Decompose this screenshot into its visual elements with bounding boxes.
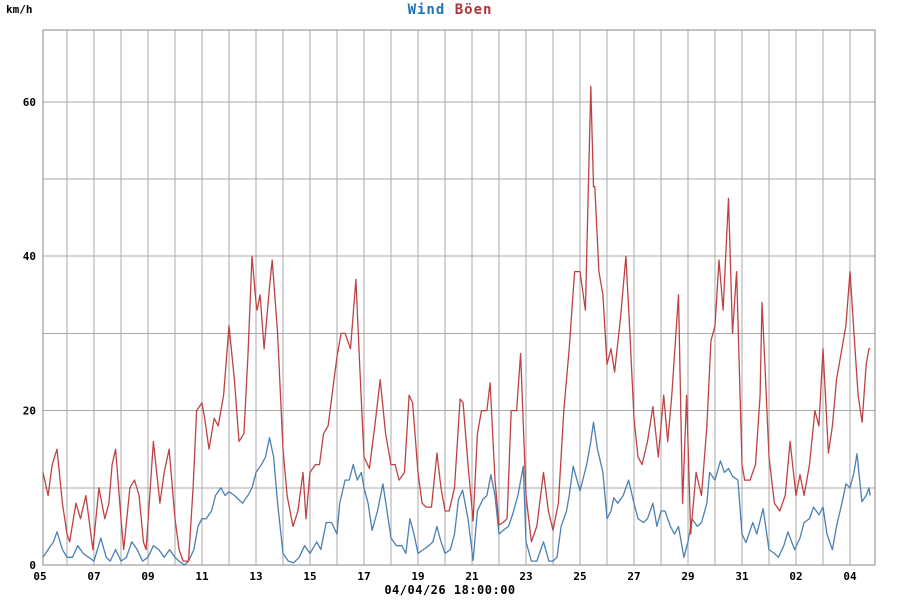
x-tick-label: 04 [843,570,857,583]
y-axis-unit-label: km/h [6,3,33,16]
x-tick-label: 25 [573,570,586,583]
x-tick-label: 21 [465,570,479,583]
x-tick-label: 27 [627,570,640,583]
x-tick-label: 29 [681,570,694,583]
chart-title: Wind Böen [0,2,900,18]
last-sample-timestamp: 04/04/26 18:00:00 [384,583,516,597]
x-tick-label: 07 [87,570,100,583]
y-tick-label: 20 [23,405,36,418]
x-tick-label: 17 [357,570,370,583]
x-tick-label: 02 [789,570,802,583]
y-tick-label: 40 [23,250,36,263]
x-tick-label: 11 [195,570,209,583]
plot-border [42,29,876,566]
wind-legend-label: Wind [407,2,446,18]
x-tick-label: 23 [519,570,532,583]
gusts-series-line [42,85,871,562]
x-tick-label: 05 [33,570,46,583]
x-axis-tick-labels: 05 07 09 11 13 15 17 19 21 23 25 27 29 31 02 04 [33,570,857,583]
y-axis-tick-labels: 0 20 40 60 [23,96,36,572]
x-tick-label: 09 [141,570,154,583]
y-tick-label: 60 [23,96,36,109]
gusts-legend-label: Böen [454,2,493,18]
x-tick-label: 31 [735,570,749,583]
y-tick-label: 0 [29,559,36,572]
x-tick-label: 19 [411,570,424,583]
x-tick-label: 13 [249,570,262,583]
gridlines [43,30,875,565]
x-tick-label: 15 [303,570,316,583]
wind-series-line [42,421,871,566]
